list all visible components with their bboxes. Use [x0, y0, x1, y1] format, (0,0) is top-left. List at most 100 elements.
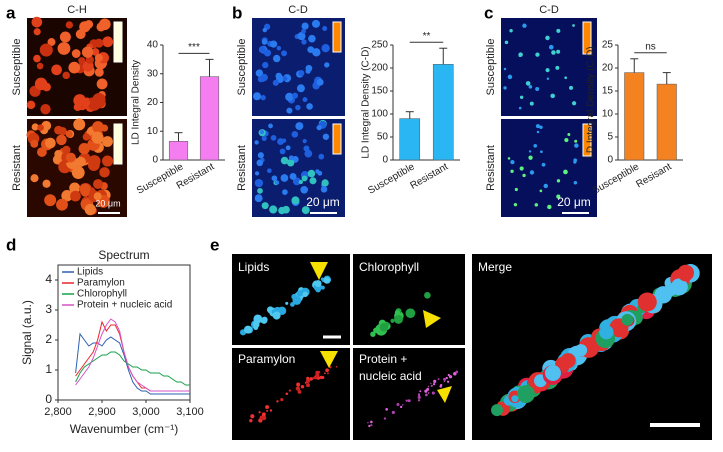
y-tick-label: 30	[147, 68, 159, 79]
organelle	[431, 391, 435, 395]
organelle	[335, 365, 338, 368]
row-label: Susceptible	[485, 39, 497, 96]
organelle	[285, 392, 289, 396]
organelle	[424, 389, 428, 393]
x-tick-label: Resistant	[408, 161, 450, 191]
cell	[546, 77, 550, 80]
color-scale	[332, 123, 342, 155]
cell	[259, 129, 265, 135]
cell	[535, 86, 540, 91]
organelle	[430, 384, 433, 387]
organelle	[430, 382, 432, 385]
bar	[656, 83, 677, 161]
organelle	[448, 375, 453, 379]
cell	[254, 171, 260, 176]
cell	[573, 160, 577, 164]
y-tick-label: 2	[45, 332, 52, 346]
cell	[82, 133, 91, 141]
organelle	[621, 313, 634, 326]
cell	[70, 190, 81, 202]
organelle	[320, 285, 325, 290]
cell	[260, 94, 266, 101]
organelle	[385, 408, 388, 411]
cell	[518, 52, 523, 57]
row-label: Resistant	[485, 145, 497, 191]
organelle	[432, 383, 436, 386]
organelle	[253, 325, 259, 331]
significance-label: ***	[188, 42, 200, 53]
organelle	[373, 327, 379, 334]
cell	[44, 194, 57, 207]
cell	[286, 107, 293, 114]
cell	[301, 22, 309, 30]
arrowhead	[423, 310, 441, 328]
cell	[261, 135, 267, 142]
organelle	[407, 399, 411, 403]
organelle	[574, 344, 588, 357]
cell	[572, 24, 575, 27]
cell	[525, 81, 531, 86]
organelle	[370, 420, 373, 424]
y-axis-label: LD Integral Density	[131, 60, 142, 145]
scale-bar-label: 20 μm	[306, 195, 340, 209]
cell	[306, 103, 313, 110]
cell	[539, 189, 543, 193]
cell	[300, 185, 309, 194]
cell	[73, 118, 86, 131]
organelle	[419, 390, 422, 393]
organelle	[446, 380, 450, 383]
cell	[65, 152, 76, 163]
cell	[556, 49, 561, 54]
organelle	[272, 311, 281, 320]
cell	[39, 43, 53, 57]
cell	[321, 43, 330, 53]
cell	[519, 95, 524, 99]
cell	[71, 49, 81, 58]
cell	[289, 172, 297, 180]
cell	[286, 159, 295, 167]
x-tick-label: 3,000	[132, 406, 160, 418]
organelle	[288, 389, 292, 392]
cell	[262, 27, 268, 33]
cell	[261, 202, 269, 210]
organelle	[439, 385, 442, 388]
cell	[36, 62, 44, 70]
cell	[254, 178, 264, 188]
organelle	[669, 285, 678, 294]
row-label: Resistant	[11, 145, 23, 191]
y-tick-label: 5	[607, 132, 613, 143]
organelle	[400, 405, 403, 409]
cell	[62, 145, 71, 155]
organelle	[417, 395, 421, 399]
cell	[37, 124, 44, 132]
cell	[295, 122, 304, 131]
organelle	[302, 291, 308, 297]
cell	[56, 134, 67, 146]
cell	[94, 38, 104, 48]
cell	[75, 29, 86, 40]
cell	[47, 38, 56, 47]
cell	[519, 166, 524, 171]
cell	[272, 79, 279, 86]
organelle	[437, 378, 440, 381]
cell	[564, 137, 569, 143]
y-tick-label: 250	[371, 40, 388, 51]
cell	[509, 28, 513, 33]
y-tick-label: 10	[602, 109, 614, 120]
organelle	[370, 331, 376, 337]
organelle	[417, 399, 421, 402]
cell	[276, 45, 282, 51]
cell	[69, 182, 81, 194]
cell	[274, 180, 280, 185]
organelle	[259, 415, 264, 420]
cell	[92, 121, 104, 133]
organelle	[243, 325, 253, 334]
cell	[87, 159, 100, 171]
cell	[291, 92, 299, 99]
cell	[510, 169, 514, 173]
organelle	[370, 424, 373, 427]
cell	[298, 179, 304, 185]
cell	[285, 92, 294, 102]
organelle	[401, 404, 404, 406]
cell	[44, 137, 56, 149]
